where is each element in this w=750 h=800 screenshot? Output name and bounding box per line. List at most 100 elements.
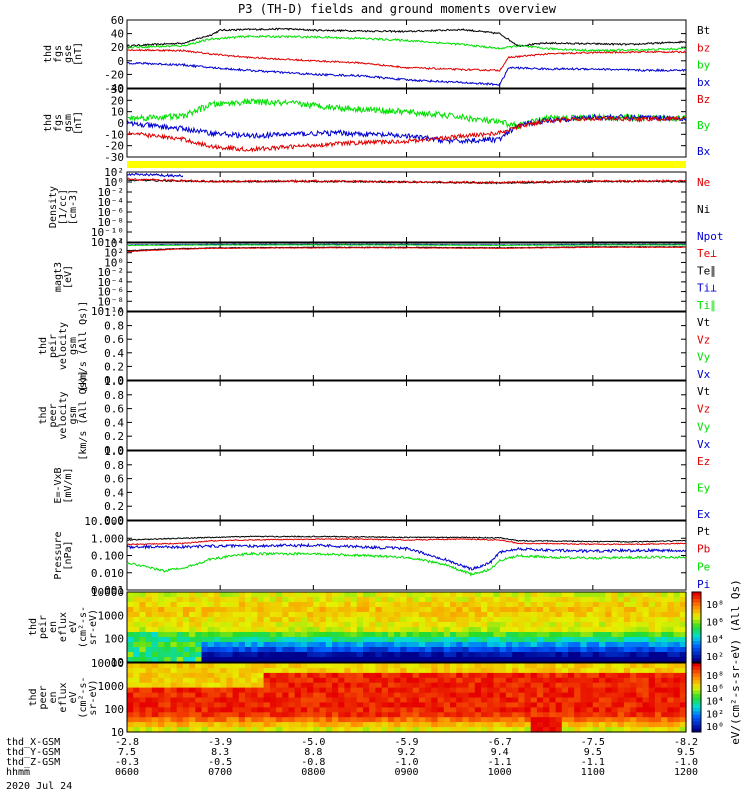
panel10-cell (139, 707, 147, 713)
panel10-cell (648, 727, 656, 733)
panel9-cell (431, 602, 439, 608)
panel10-cell (505, 667, 513, 674)
panel9-cell (269, 622, 277, 628)
panel9-cell (555, 637, 563, 643)
xaxis-value: -8.2 (674, 737, 698, 748)
panel9-cell (592, 657, 600, 663)
panel9-cell (288, 597, 296, 603)
panel9-cell (220, 652, 227, 658)
panel9-cell (648, 622, 656, 628)
panel9-cell (605, 632, 613, 638)
panel10-cell (282, 722, 290, 728)
panel9-cell (580, 617, 588, 623)
panel9-cell (387, 652, 395, 658)
panel9-cell (164, 652, 172, 658)
panel9-cell (214, 627, 221, 633)
panel9-cell (530, 632, 538, 638)
panel9-cell (338, 637, 345, 643)
panel9-cell (375, 607, 383, 613)
panel10-cell (319, 707, 327, 713)
panel10-cell (493, 707, 501, 713)
panel9-cell (294, 597, 302, 603)
panel3-ytick-label: 10⁻¹² (91, 236, 124, 249)
panel10-cell (269, 687, 277, 694)
panel10-cell (536, 712, 544, 718)
panel9-cell (568, 637, 575, 643)
panel10-cell (642, 667, 650, 674)
panel10-cell (617, 727, 625, 733)
panel9-cell (679, 647, 687, 653)
panel9-cell (679, 642, 687, 648)
panel10-cell (493, 727, 501, 733)
panel10-cell (313, 712, 321, 718)
panel9-cell (487, 637, 494, 643)
panel10-cell (505, 672, 513, 679)
panel4-ytick-label: 10⁻¹⁰ (91, 305, 124, 318)
panel9-cell (300, 607, 308, 613)
panel10-cell (636, 697, 644, 703)
panel10-cell (189, 702, 196, 708)
panel10-cell (617, 663, 625, 669)
panel9-cell (170, 647, 178, 653)
panel10-cell (667, 663, 675, 669)
panel10-cell (300, 663, 308, 669)
panel10-cell (667, 712, 675, 718)
panel10-cell (611, 697, 619, 703)
panel9-cell (636, 632, 644, 638)
panel9-cell (369, 632, 376, 638)
panel9-cell (561, 597, 569, 603)
panel10-cell (406, 687, 414, 694)
panel10-cell (406, 672, 414, 679)
panel10-cell (344, 717, 352, 723)
panel10-cell (139, 687, 147, 694)
panel9-cell (350, 652, 358, 658)
panel9-cell (505, 657, 513, 663)
panel9-cell (381, 607, 389, 613)
panel10-cell (512, 667, 519, 674)
panel9-cell (400, 602, 408, 608)
panel9-cell (387, 647, 395, 653)
panel10-cell (561, 687, 569, 694)
panel9-cell (207, 612, 215, 618)
panel9-cell (182, 617, 190, 623)
panel9-cell (673, 657, 681, 663)
panel9-cell (201, 652, 209, 658)
panel10-cell (555, 692, 563, 699)
panel9-cell (437, 632, 445, 638)
panel10-cell (251, 667, 258, 674)
panel10-cell (431, 707, 439, 713)
panel10-cell (673, 697, 681, 703)
panel10-cell (450, 677, 457, 684)
panel9-cell (518, 637, 526, 643)
panel10-cell (679, 722, 687, 728)
panel10-cell (344, 702, 352, 708)
panel9-cell (269, 657, 277, 663)
panel10-cell (412, 697, 420, 703)
panel10-cell (636, 667, 644, 674)
panel9-cell (468, 597, 476, 603)
panel10-cell (214, 677, 221, 684)
panel9-cell (617, 602, 625, 608)
panel9-cell (468, 647, 476, 653)
panel9-cell (661, 607, 668, 613)
panel9-cell (561, 647, 569, 653)
panel9-cell (661, 627, 668, 633)
panel10-cell (505, 687, 513, 694)
panel10-cell (139, 663, 147, 669)
panel9-cell (406, 652, 414, 658)
panel10-cell (207, 682, 215, 689)
panel10-cell (412, 712, 420, 718)
panel10-cell (201, 692, 209, 699)
panel5-ylabel: [km/s (All Qs)] (78, 301, 89, 391)
panel9-cell (524, 617, 532, 623)
panel9-cell (549, 612, 557, 618)
panel10-cell (418, 677, 426, 684)
panel10-cell (512, 722, 519, 728)
panel10-cell (456, 722, 463, 728)
panel10-cell (437, 667, 445, 674)
panel9-cell (344, 612, 352, 618)
panel10-cell (338, 687, 345, 694)
panel9-cell (245, 647, 252, 653)
panel9-cell (630, 607, 637, 613)
panel10-cell (617, 667, 625, 674)
